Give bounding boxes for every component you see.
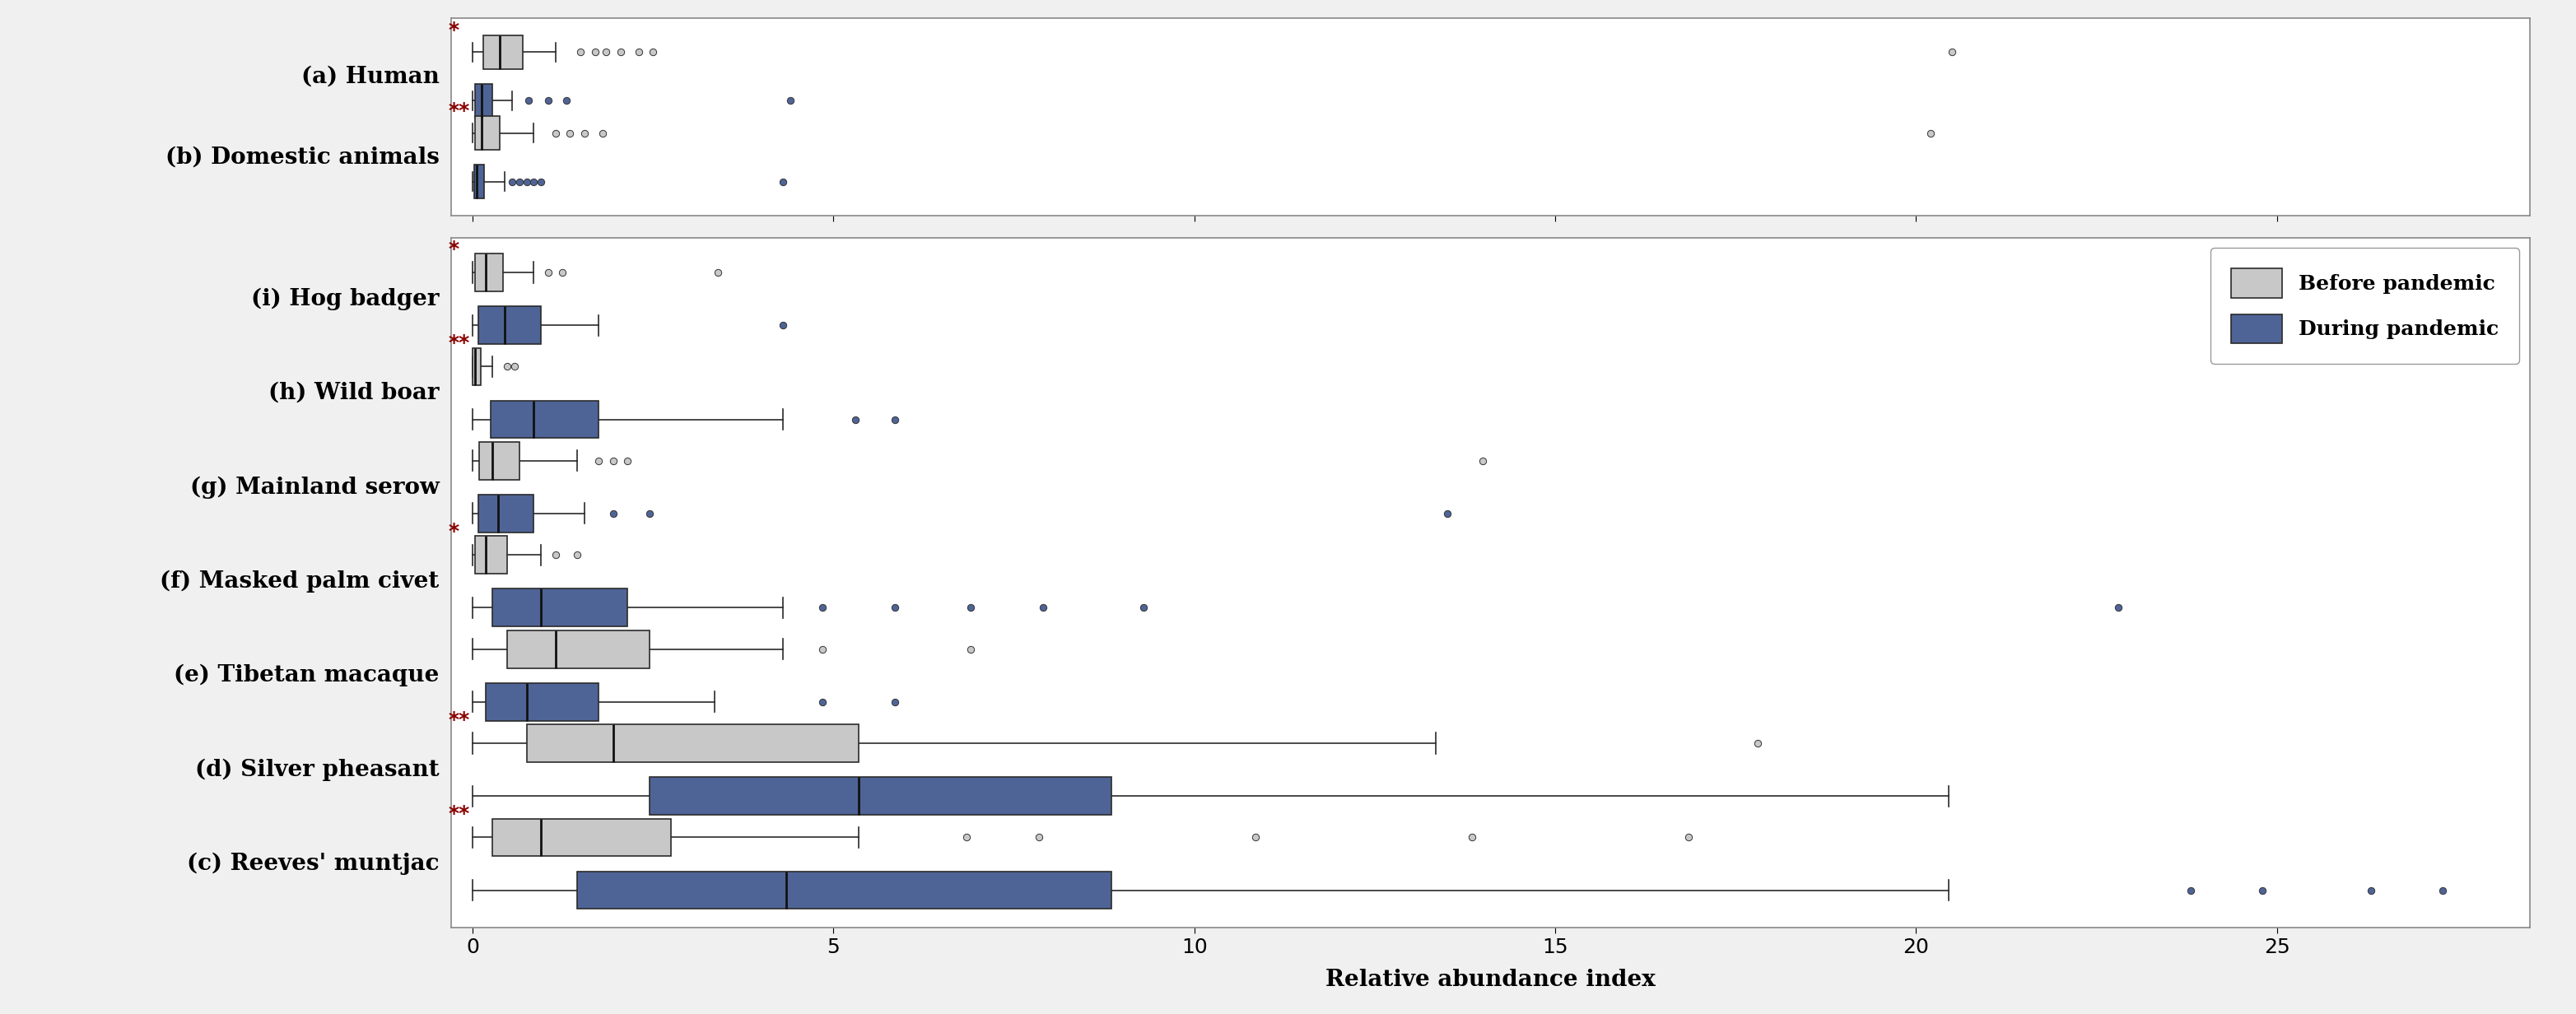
Bar bbox=[484, 35, 523, 69]
Text: **: ** bbox=[448, 334, 471, 354]
Text: (i) Hog badger: (i) Hog badger bbox=[252, 288, 440, 310]
Text: (c) Reeves' muntjac: (c) Reeves' muntjac bbox=[188, 853, 440, 875]
Bar bbox=[484, 683, 598, 721]
Text: *: * bbox=[448, 522, 459, 541]
Bar bbox=[577, 871, 1110, 909]
X-axis label: Relative abundance index: Relative abundance index bbox=[1324, 968, 1656, 991]
Bar bbox=[479, 306, 541, 344]
Bar bbox=[477, 116, 500, 150]
Bar bbox=[477, 84, 492, 118]
Text: *: * bbox=[448, 239, 459, 260]
Bar bbox=[649, 777, 1110, 815]
Text: (e) Tibetan macaque: (e) Tibetan macaque bbox=[175, 664, 440, 686]
Bar bbox=[477, 536, 507, 574]
Text: **: ** bbox=[448, 101, 471, 121]
Bar bbox=[479, 495, 533, 532]
Text: (d) Silver pheasant: (d) Silver pheasant bbox=[196, 758, 440, 781]
Bar bbox=[471, 348, 479, 385]
Legend: Before pandemic, During pandemic: Before pandemic, During pandemic bbox=[2210, 247, 2519, 364]
Bar bbox=[474, 164, 484, 199]
Text: *: * bbox=[448, 20, 459, 41]
Bar bbox=[507, 631, 649, 668]
Bar bbox=[479, 442, 520, 480]
Text: (a) Human: (a) Human bbox=[301, 65, 440, 87]
Bar bbox=[477, 254, 502, 291]
Bar bbox=[492, 818, 670, 856]
Bar bbox=[489, 401, 598, 438]
Text: **: ** bbox=[448, 804, 471, 824]
Text: (h) Wild boar: (h) Wild boar bbox=[268, 382, 440, 405]
Text: (b) Domestic animals: (b) Domestic animals bbox=[165, 146, 440, 168]
Text: (f) Masked palm civet: (f) Masked palm civet bbox=[160, 570, 440, 592]
Bar bbox=[526, 724, 858, 763]
Text: **: ** bbox=[448, 711, 471, 730]
Text: (g) Mainland serow: (g) Mainland serow bbox=[191, 476, 440, 499]
Bar bbox=[492, 589, 629, 627]
